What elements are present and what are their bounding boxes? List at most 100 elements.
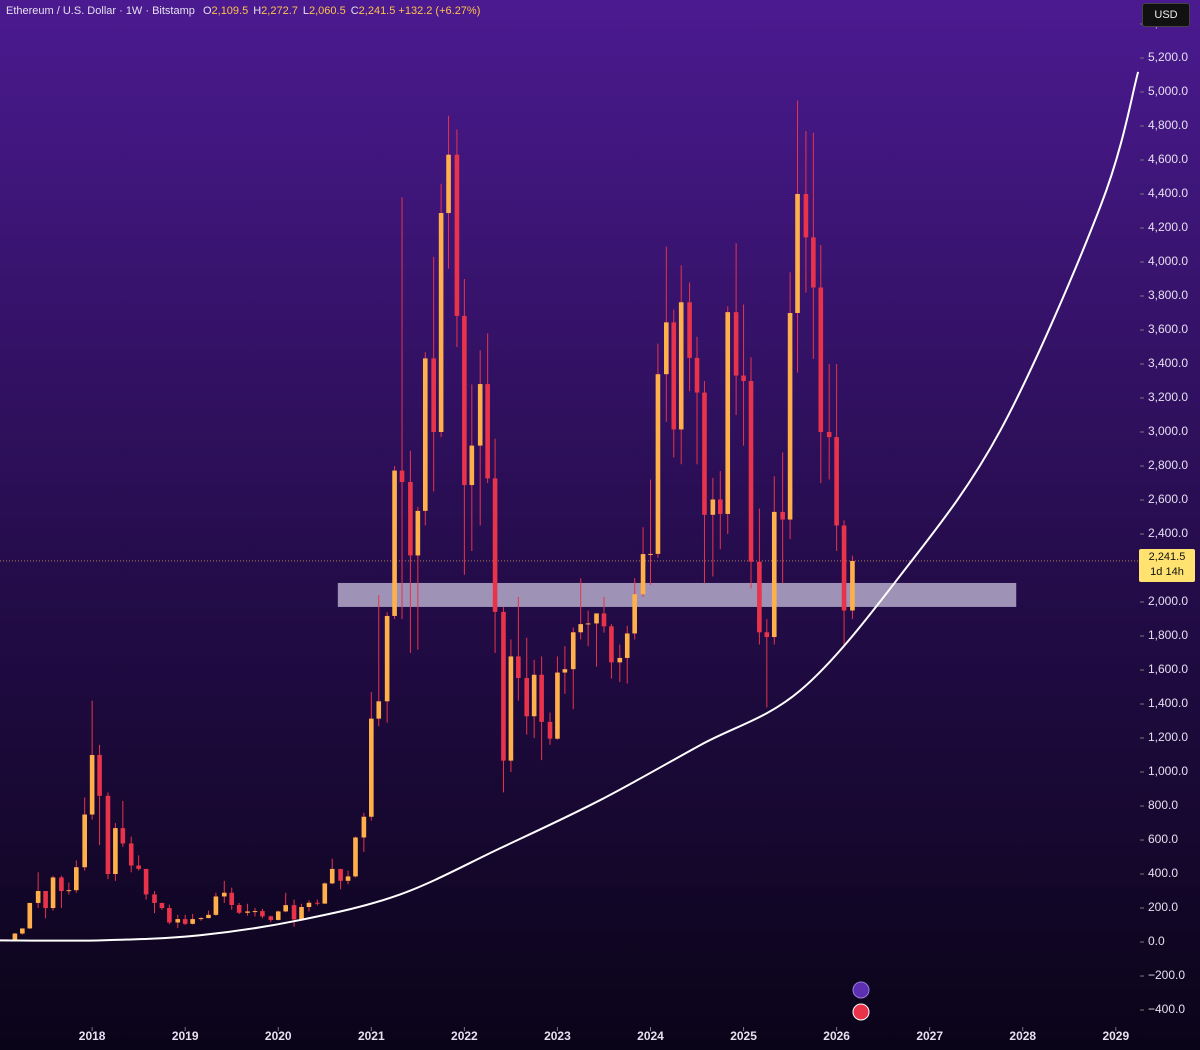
- y-tick-label: 3,400.0: [1148, 356, 1188, 370]
- x-tick-label: 2021: [358, 1029, 385, 1043]
- candle-body: [469, 445, 475, 486]
- countdown: 1d 14h: [1150, 565, 1184, 578]
- y-tick-label: 800.0: [1148, 798, 1178, 812]
- candle-body: [175, 919, 181, 923]
- candle-body: [353, 837, 358, 877]
- y-tick-label: 200.0: [1148, 900, 1178, 914]
- candle-body: [190, 919, 195, 924]
- candle-body: [213, 896, 219, 915]
- candle-body: [438, 213, 444, 432]
- candle-body: [834, 437, 839, 526]
- x-tick-label: 2022: [451, 1029, 478, 1043]
- candle-body: [329, 868, 335, 884]
- candle-body: [748, 380, 754, 562]
- y-tick-label: 5,200.0: [1148, 50, 1188, 64]
- candle-body: [408, 481, 413, 556]
- candle-body: [446, 154, 451, 214]
- candle-body: [477, 384, 483, 446]
- candle-body: [702, 392, 707, 515]
- candle-body: [143, 868, 149, 895]
- candle-body: [508, 656, 514, 761]
- candle-body: [415, 510, 421, 556]
- candle-body: [105, 795, 111, 875]
- y-tick-label: 3,600.0: [1148, 322, 1188, 336]
- candle-body: [594, 613, 599, 624]
- candle-body: [89, 755, 95, 815]
- y-tick-label: 3,200.0: [1148, 390, 1188, 404]
- candle-body: [260, 911, 265, 917]
- y-tick-label: 1,200.0: [1148, 730, 1188, 744]
- candle-body: [431, 358, 436, 432]
- y-tick-label: 2,600.0: [1148, 492, 1188, 506]
- candle-body: [578, 624, 584, 633]
- x-tick-label: 2028: [1009, 1029, 1036, 1043]
- y-tick-label: 1,400.0: [1148, 696, 1188, 710]
- candle-body: [12, 933, 18, 940]
- candle-body: [609, 626, 614, 663]
- candle-body: [562, 669, 568, 673]
- candle-body: [291, 905, 297, 920]
- candle-body: [694, 357, 700, 393]
- y-tick-label: 4,800.0: [1148, 118, 1188, 132]
- candle-body: [717, 499, 723, 514]
- candle-body: [252, 911, 258, 913]
- candle-body: [422, 358, 428, 511]
- event-icons: [852, 981, 870, 1021]
- candle-body: [547, 721, 553, 739]
- candle-body: [338, 868, 343, 881]
- candle-body: [780, 511, 785, 520]
- candle-body: [20, 928, 25, 934]
- change: +132.2 (+6.27%): [398, 5, 481, 17]
- y-tick-label: 1,000.0: [1148, 764, 1188, 778]
- currency-button[interactable]: USD: [1142, 3, 1190, 27]
- last-price: 2,241.5: [1148, 550, 1186, 563]
- candle-body: [361, 816, 367, 838]
- y-tick-label: 2,800.0: [1148, 458, 1188, 472]
- candle-body: [655, 374, 661, 554]
- candle-body: [601, 613, 607, 627]
- candle-body: [733, 312, 739, 376]
- y-tick-label: 3,000.0: [1148, 424, 1188, 438]
- candle-body: [152, 894, 157, 903]
- candle-body: [35, 891, 41, 903]
- candle-body: [167, 908, 172, 923]
- y-tick-label: 3,800.0: [1148, 288, 1188, 302]
- candle-body: [275, 911, 281, 920]
- candle-body: [198, 918, 204, 920]
- candle-body: [795, 193, 800, 313]
- symbol: Ethereum / U.S. Dollar · 1W · Bitstamp: [6, 5, 195, 17]
- candle-body: [725, 312, 731, 514]
- x-tick-label: 2024: [637, 1029, 664, 1043]
- candle-body: [818, 287, 824, 432]
- y-tick-label: 1,800.0: [1148, 628, 1188, 642]
- candle-body: [850, 560, 855, 611]
- x-tick-label: 2025: [730, 1029, 757, 1043]
- x-tick-label: 2026: [823, 1029, 850, 1043]
- ohlc-key: L: [302, 5, 309, 17]
- event-icon[interactable]: [852, 1003, 870, 1021]
- x-tick-label: 2018: [79, 1029, 106, 1043]
- candle-body: [74, 867, 79, 891]
- candle-body: [59, 877, 64, 892]
- candle-body: [454, 154, 460, 316]
- event-icon[interactable]: [852, 981, 870, 999]
- y-tick-label: 600.0: [1148, 832, 1178, 846]
- candle-body: [632, 594, 637, 634]
- x-tick-label: 2019: [172, 1029, 199, 1043]
- ohlc-value: 2,241.5: [358, 5, 396, 17]
- candle-body: [82, 814, 87, 868]
- y-tick-label: 4,400.0: [1148, 186, 1188, 200]
- candle-body: [50, 877, 56, 909]
- x-tick-label: 2023: [544, 1029, 571, 1043]
- x-tick-label: 2029: [1102, 1029, 1129, 1043]
- y-tick-label: 0.0: [1148, 934, 1165, 948]
- candle-body: [182, 919, 188, 924]
- x-tick-label: 2020: [265, 1029, 292, 1043]
- y-tick-label: −400.0: [1148, 1002, 1185, 1016]
- legend-header: Ethereum / U.S. Dollar · 1W · Bitstamp O…: [6, 5, 480, 17]
- candle-body: [66, 890, 72, 892]
- candle-body: [492, 478, 498, 612]
- candle-body: [306, 902, 312, 908]
- ohlc-value: 2,060.5: [309, 5, 346, 17]
